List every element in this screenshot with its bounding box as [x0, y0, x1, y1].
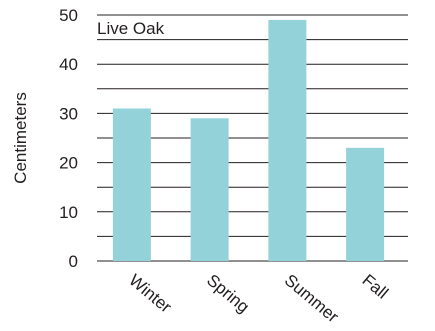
chart-title: Live Oak: [97, 19, 165, 38]
y-axis-label: Centimeters: [11, 92, 30, 184]
bar-winter: [112, 108, 151, 261]
category-label: Spring: [203, 271, 253, 317]
y-tick-label: 0: [69, 252, 78, 271]
category-label: Winter: [125, 271, 175, 317]
y-tick-label: 30: [59, 104, 78, 123]
category-label: Summer: [281, 271, 343, 327]
bar-spring: [190, 118, 229, 261]
bar-summer: [268, 19, 307, 262]
bars: [112, 19, 385, 262]
y-tick-label: 40: [59, 55, 78, 74]
bar-fall: [346, 147, 385, 261]
category-labels: Winter Spring Summer Fall: [125, 271, 391, 327]
y-tick-label: 50: [59, 6, 78, 25]
y-tick-label: 10: [59, 203, 78, 222]
y-tick-label: 20: [59, 154, 78, 173]
chart-title-background: [96, 19, 166, 38]
y-tick-labels: 0 10 20 30 40 50: [59, 6, 78, 271]
category-label: Fall: [359, 271, 392, 303]
